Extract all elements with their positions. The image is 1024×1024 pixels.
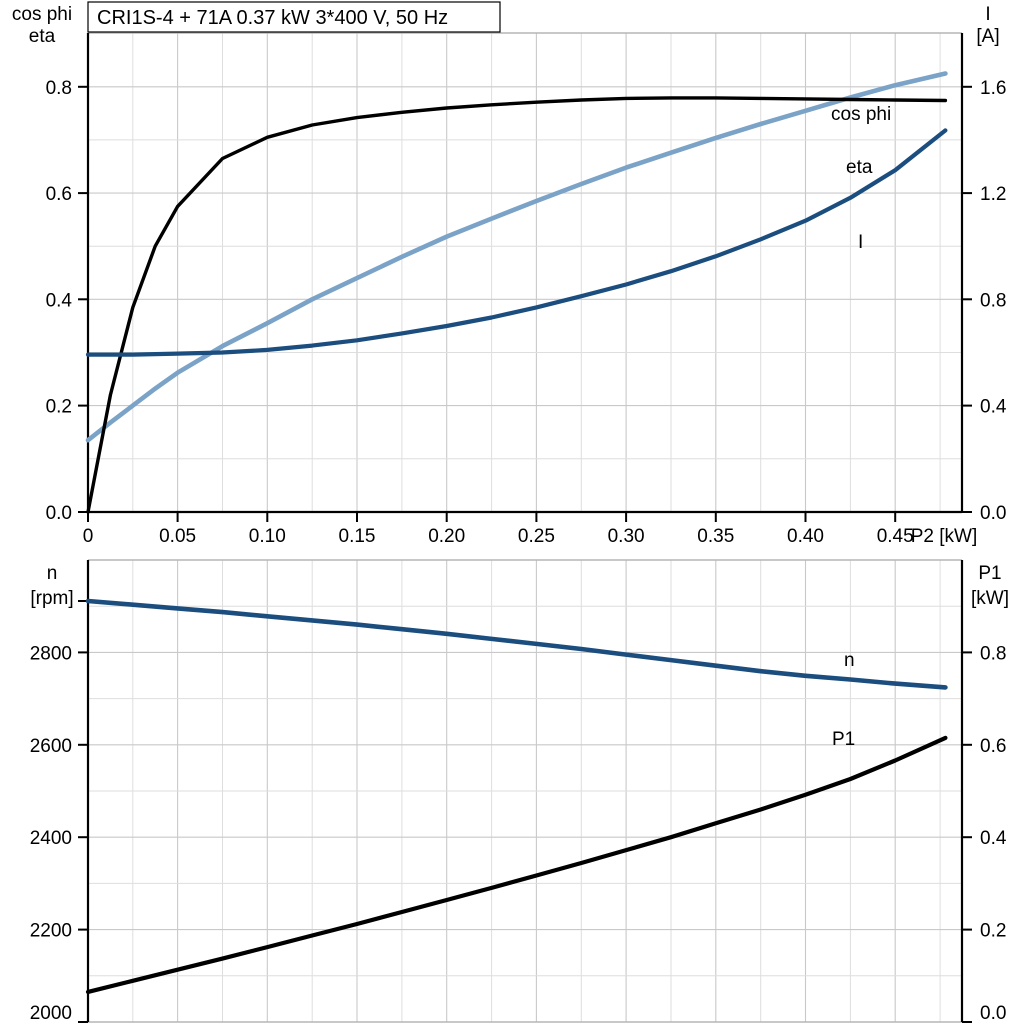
chart-title: CRI1S-4 + 71A 0.37 kW 3*400 V, 50 Hz bbox=[97, 7, 448, 29]
bottom-chart-right-tick-label-0: 0.0 bbox=[980, 1003, 1006, 1024]
top-chart-right-tick-label-3: 1.2 bbox=[980, 184, 1006, 205]
top-chart-left-axis-ticks bbox=[78, 85, 88, 513]
top-chart-right-tick-label-4: 1.6 bbox=[980, 78, 1006, 99]
top-chart: 0.0 0.2 0.4 0.6 0.8 0.0 0.4 0.8 1.2 1.6 bbox=[12, 1, 1007, 547]
bottom-chart-left-tick-label-1: 2200 bbox=[30, 921, 72, 942]
curve-cos-phi bbox=[85, 71, 948, 443]
top-chart-left-tick-label-1: 0.2 bbox=[46, 397, 72, 418]
top-chart-x-tick-label-6: 0.30 bbox=[608, 526, 645, 547]
bottom-chart-left-tick-label-3: 2600 bbox=[30, 736, 72, 757]
top-chart-left-tick-label-2: 0.4 bbox=[46, 290, 73, 311]
curve-current bbox=[85, 128, 948, 357]
bottom-chart-major-horizontal-gridlines bbox=[88, 651, 962, 931]
top-chart-right-tick-label-2: 0.8 bbox=[980, 290, 1006, 311]
top-chart-left-axis-title-line1: cos phi bbox=[12, 4, 72, 25]
bottom-chart-left-tick-label-0: 2000 bbox=[30, 1003, 72, 1024]
top-chart-x-tick-label-8: 0.40 bbox=[787, 526, 824, 547]
curve-p1 bbox=[85, 735, 948, 994]
top-chart-right-axis-title-line2: [A] bbox=[976, 26, 999, 47]
bottom-chart-minor-horizontal-gridlines bbox=[88, 605, 962, 977]
top-chart-right-tick-label-0: 0.0 bbox=[980, 503, 1006, 524]
top-chart-x-tick-label-2: 0.10 bbox=[249, 526, 286, 547]
bottom-chart-left-axis-title-line2: [rpm] bbox=[30, 588, 73, 609]
bottom-chart-left-tick-label-2: 2400 bbox=[30, 828, 72, 849]
top-chart-x-axis-ticks bbox=[87, 512, 897, 522]
curve-eta bbox=[86, 96, 948, 514]
bottom-chart-right-axis-ticks bbox=[962, 651, 972, 1023]
bottom-chart: 2000 2200 2400 2600 2800 0.0 0.2 0.4 0.6… bbox=[30, 559, 1009, 1024]
curve-speed bbox=[85, 598, 948, 690]
top-chart-x-tick-label-3: 0.15 bbox=[339, 526, 376, 547]
top-chart-major-vertical-gridlines bbox=[177, 33, 896, 512]
top-chart-x-tick-label-4: 0.20 bbox=[428, 526, 465, 547]
curve-label-current: I bbox=[858, 232, 863, 253]
curve-label-p1: P1 bbox=[832, 729, 855, 750]
top-chart-x-tick-label-7: 0.35 bbox=[697, 526, 734, 547]
bottom-chart-left-axis-title-line1: n bbox=[47, 563, 58, 584]
top-chart-x-axis-title: P2 [kW] bbox=[911, 526, 978, 547]
bottom-chart-right-tick-label-4: 0.8 bbox=[980, 643, 1006, 664]
top-chart-x-tick-label-1: 0.05 bbox=[159, 526, 196, 547]
chart-title-box bbox=[87, 1, 501, 33]
bottom-chart-right-tick-label-1: 0.2 bbox=[980, 921, 1006, 942]
top-chart-x-tick-label-9: 0.45 bbox=[877, 526, 914, 547]
curve-label-eta: eta bbox=[846, 157, 873, 178]
top-chart-right-tick-label-1: 0.4 bbox=[980, 397, 1007, 418]
bottom-chart-left-tick-label-4: 2800 bbox=[30, 643, 72, 664]
top-chart-major-horizontal-gridlines bbox=[88, 86, 962, 407]
curve-label-speed: n bbox=[844, 650, 855, 671]
bottom-chart-right-tick-label-2: 0.4 bbox=[980, 828, 1007, 849]
top-chart-x-tick-label-0: 0 bbox=[83, 526, 94, 547]
top-chart-right-axis-ticks bbox=[962, 85, 972, 513]
bottom-chart-left-axis-ticks bbox=[78, 600, 88, 1023]
top-chart-x-tick-label-5: 0.25 bbox=[518, 526, 555, 547]
bottom-chart-right-tick-label-3: 0.6 bbox=[980, 736, 1006, 757]
top-chart-left-tick-label-0: 0.0 bbox=[46, 503, 72, 524]
curve-label-cos-phi: cos phi bbox=[831, 104, 891, 125]
top-chart-left-axis-title-line2: eta bbox=[29, 26, 56, 47]
top-chart-left-tick-label-4: 0.8 bbox=[46, 78, 72, 99]
bottom-chart-right-axis-title-line1: P1 bbox=[978, 563, 1001, 584]
top-chart-left-tick-label-3: 0.6 bbox=[46, 184, 72, 205]
top-chart-right-axis-title-line1: I bbox=[985, 4, 990, 25]
bottom-chart-right-axis-title-line2: [kW] bbox=[971, 588, 1009, 609]
